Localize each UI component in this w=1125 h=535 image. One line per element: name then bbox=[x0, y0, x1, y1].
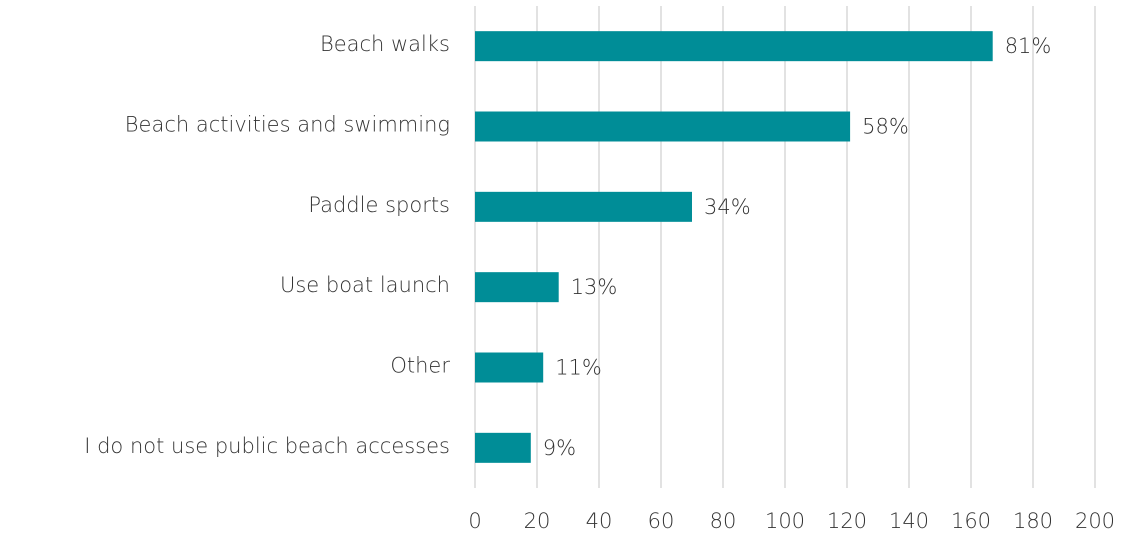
x-tick-label: 200 bbox=[1075, 509, 1115, 533]
x-tick-label: 140 bbox=[889, 509, 929, 533]
bar bbox=[475, 191, 692, 222]
bar bbox=[475, 432, 531, 463]
value-label: 9% bbox=[543, 436, 576, 460]
value-label: 34% bbox=[704, 195, 751, 219]
x-tick-label: 100 bbox=[765, 509, 805, 533]
bar bbox=[475, 352, 544, 383]
value-label: 11% bbox=[555, 356, 602, 380]
x-tick-label: 120 bbox=[827, 509, 867, 533]
x-tick-label: 60 bbox=[648, 509, 675, 533]
y-tick-label: Use boat launch bbox=[280, 273, 450, 297]
value-label: 13% bbox=[571, 275, 618, 299]
y-tick-label: Paddle sports bbox=[308, 193, 450, 217]
y-tick-label: I do not use public beach accesses bbox=[84, 434, 450, 458]
value-label: 81% bbox=[1005, 34, 1052, 58]
bar bbox=[475, 111, 851, 142]
y-tick-label: Beach walks bbox=[320, 32, 450, 56]
x-tick-label: 40 bbox=[586, 509, 613, 533]
y-tick-label: Beach activities and swimming bbox=[125, 113, 450, 137]
x-tick-label: 80 bbox=[710, 509, 737, 533]
x-tick-label: 0 bbox=[468, 509, 481, 533]
x-tick-label: 20 bbox=[524, 509, 551, 533]
y-tick-label: Other bbox=[390, 354, 450, 378]
x-tick-label: 180 bbox=[1013, 509, 1053, 533]
x-tick-label: 160 bbox=[951, 509, 991, 533]
bar bbox=[475, 31, 993, 62]
value-label: 58% bbox=[862, 115, 909, 139]
bar bbox=[475, 272, 559, 303]
